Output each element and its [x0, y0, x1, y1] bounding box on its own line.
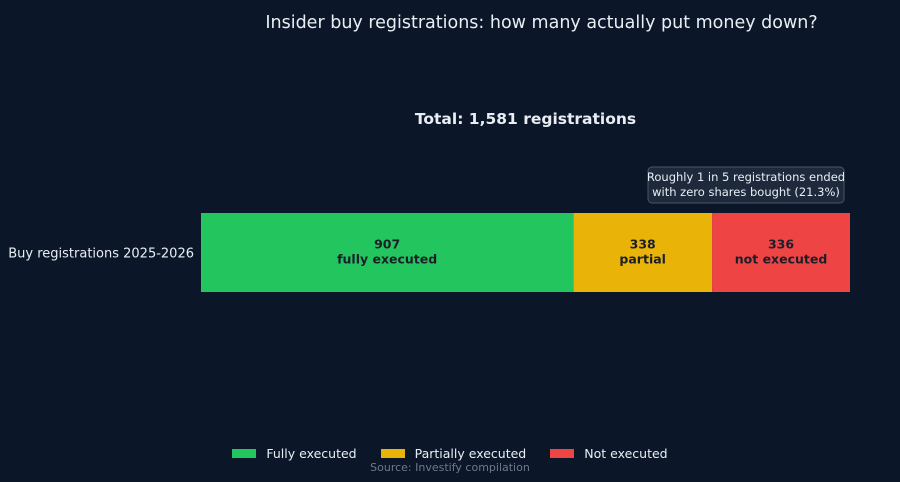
bar-value-label-0: 907 [374, 237, 400, 252]
bar-category-label-2: not executed [735, 252, 828, 267]
legend-swatch-2 [550, 449, 575, 458]
annotation-box [647, 166, 845, 204]
bar-category-label-1: partial [619, 252, 666, 267]
legend-label-1: Partially executed [414, 446, 527, 461]
bar-segment-1 [573, 213, 713, 292]
chart-plot: Total: 1,581 registrations Buy registrati… [8, 110, 850, 292]
bar-segment-2 [712, 213, 850, 292]
legend: Fully executed Partially executed Not exec… [0, 446, 900, 461]
chart-title: Insider buy registrations: how many actu… [265, 13, 818, 33]
legend-swatch-1 [380, 449, 405, 458]
bar-value-label-1: 338 [630, 237, 656, 252]
category-label: Buy registrations 2025-2026 [8, 247, 194, 262]
legend-label-0: Fully executed [266, 446, 357, 461]
annotation-line-1: with zero shares bought (21.3%) [652, 185, 840, 199]
annotation-line-0: Roughly 1 in 5 registrations ended [647, 170, 845, 184]
source-note: Source: Investify compilation [370, 461, 530, 474]
legend-item-1: Partially executed [380, 446, 527, 461]
legend-swatch-0 [232, 449, 257, 458]
legend-item-0: Fully executed [232, 446, 357, 461]
bar-segment-0 [201, 213, 574, 292]
legend-item-2: Not executed [550, 446, 668, 461]
bar-category-label-0: fully executed [337, 252, 437, 267]
bar-value-label-2: 336 [768, 237, 794, 252]
legend-label-2: Not executed [584, 446, 668, 461]
chart-subtitle: Total: 1,581 registrations [415, 110, 636, 128]
